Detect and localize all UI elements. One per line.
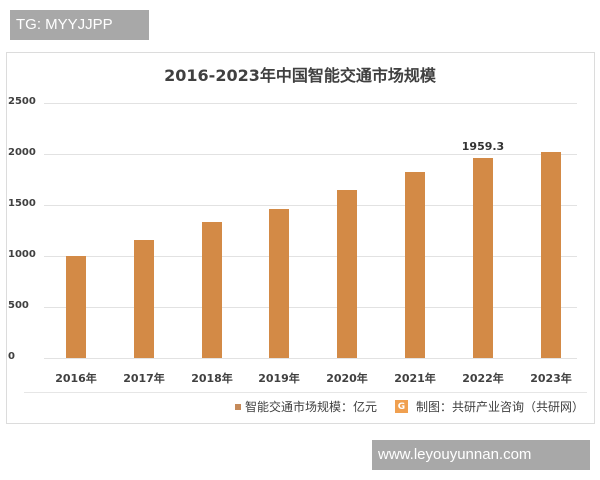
watermark-badge-top: TG: MYYJJPP xyxy=(10,10,149,40)
x-axis-label: 2021年 xyxy=(394,372,436,385)
y-tick-label: 1000 xyxy=(8,249,36,260)
y-tick-label: 1500 xyxy=(8,198,36,209)
bar-2021年 xyxy=(405,172,425,358)
y-tick-label: 2000 xyxy=(8,147,36,158)
y-tick-label: 500 xyxy=(8,300,29,311)
gridline xyxy=(44,307,577,308)
bar-2017年 xyxy=(134,240,154,358)
x-axis-label: 2017年 xyxy=(123,372,165,385)
y-tick-label: 2500 xyxy=(8,96,36,107)
gridline xyxy=(44,103,577,104)
data-label: 1959.3 xyxy=(461,140,505,153)
watermark-badge-bottom: www.leyouyunnan.com xyxy=(372,440,590,470)
y-tick-label: 0 xyxy=(8,351,15,362)
legend-swatch xyxy=(235,403,241,410)
legend-label: 智能交通市场规模：亿元 xyxy=(245,400,378,414)
x-axis-label: 2020年 xyxy=(326,372,368,385)
gridline xyxy=(44,256,577,257)
chart-title: 2016-2023年中国智能交通市场规模 xyxy=(164,66,436,85)
chart-credit: G 制图：共研产业咨询（共研网） xyxy=(395,398,584,415)
gridline xyxy=(44,358,577,359)
x-axis-label: 2022年 xyxy=(462,372,504,385)
gridline xyxy=(44,154,577,155)
gridline xyxy=(44,205,577,206)
bar-2023年 xyxy=(541,152,561,358)
x-axis-label: 2023年 xyxy=(530,372,572,385)
bar-2016年 xyxy=(66,256,86,358)
bar-2018年 xyxy=(202,222,222,358)
legend-divider xyxy=(24,392,587,393)
bar-2022年 xyxy=(473,158,493,358)
x-axis-label: 2018年 xyxy=(191,372,233,385)
publisher-logo-icon: G xyxy=(395,400,408,413)
x-axis-label: 2016年 xyxy=(55,372,97,385)
legend: 智能交通市场规模：亿元 xyxy=(235,398,377,415)
x-axis-label: 2019年 xyxy=(258,372,300,385)
credit-text: 制图：共研产业咨询（共研网） xyxy=(416,400,585,414)
chart-card xyxy=(6,52,595,424)
bar-2020年 xyxy=(337,190,357,358)
bar-2019年 xyxy=(269,209,289,358)
